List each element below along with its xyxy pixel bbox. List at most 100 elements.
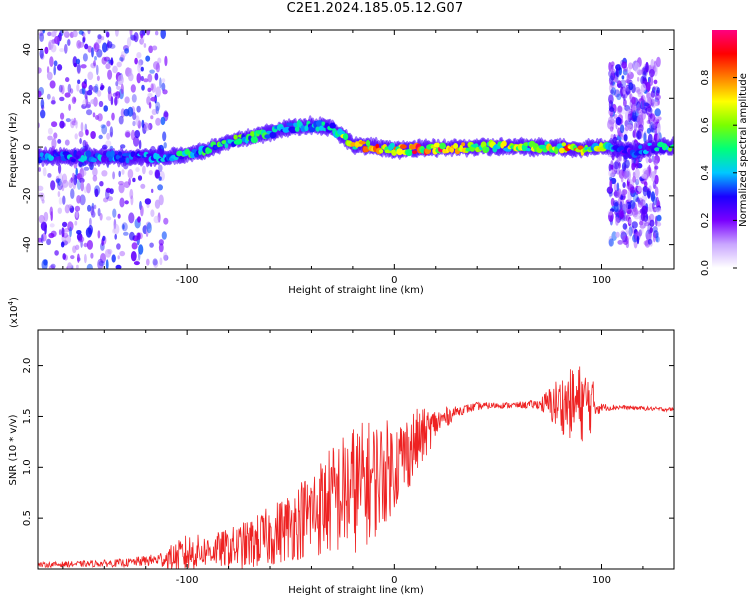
heatmap-speckle	[70, 188, 75, 199]
heatmap-speckle	[85, 129, 89, 136]
heatmap-speckle	[130, 84, 136, 93]
heatmap-speckle	[87, 30, 91, 35]
heatmap-speckle	[615, 67, 619, 78]
heatmap-speckle	[609, 191, 613, 197]
heatmap-speckle	[657, 99, 660, 106]
heatmap-speckle	[147, 93, 153, 98]
heatmap-ridge-core	[110, 150, 115, 158]
x-tick-label: -100	[176, 575, 199, 586]
heatmap-speckle	[643, 181, 648, 187]
heatmap-speckle	[609, 107, 615, 112]
heatmap-speckle	[149, 242, 154, 248]
heatmap-speckle	[124, 96, 130, 104]
heatmap-speckle	[610, 164, 614, 170]
heatmap-speckle	[95, 44, 101, 51]
heatmap-speckle	[63, 30, 69, 36]
heatmap-speckle	[92, 85, 99, 93]
heatmap-ridge-core	[638, 144, 643, 150]
heatmap-speckle	[636, 114, 644, 126]
heatmap-speckle	[62, 221, 68, 228]
heatmap-speckle	[84, 78, 87, 85]
heatmap-speckle	[75, 58, 81, 65]
heatmap-speckle	[129, 188, 134, 200]
spectrogram-heatmap	[38, 30, 674, 269]
heatmap-speckle	[86, 240, 93, 250]
heatmap-speckle	[141, 84, 145, 91]
heatmap-speckle	[652, 86, 656, 91]
spectrogram-y-ticks: -40 -20 0 20 40	[22, 43, 674, 253]
heatmap-speckle	[84, 90, 88, 100]
heatmap-speckle	[138, 251, 141, 261]
heatmap-speckle	[132, 120, 136, 127]
heatmap-speckle	[128, 212, 135, 224]
heatmap-speckle	[162, 89, 168, 95]
heatmap-speckle	[40, 192, 45, 202]
heatmap-speckle	[628, 82, 634, 91]
heatmap-speckle	[622, 223, 628, 230]
heatmap-speckle	[78, 30, 84, 35]
heatmap-ridge-core	[558, 147, 565, 154]
heatmap-speckle	[86, 183, 91, 194]
heatmap-ridge-core	[433, 142, 441, 148]
heatmap-speckle	[162, 131, 167, 142]
heatmap-speckle	[649, 219, 655, 227]
heatmap-speckle	[640, 223, 644, 234]
heatmap-speckle	[50, 180, 56, 191]
heatmap-speckle	[58, 229, 62, 236]
colorbar-tick-label: 0.2	[700, 212, 711, 228]
heatmap-speckle	[610, 87, 617, 96]
y-tick-label: 0.5	[22, 510, 33, 526]
heatmap-speckle	[616, 106, 623, 115]
heatmap-speckle	[154, 72, 159, 81]
snr-multiplier-label: (x104)	[7, 297, 20, 328]
heatmap-speckle	[138, 139, 142, 150]
heatmap-ridge-core	[190, 151, 196, 159]
heatmap-ridge-core	[286, 122, 294, 127]
heatmap-ridge-core	[316, 120, 323, 127]
heatmap-speckle	[96, 90, 102, 97]
heatmap-speckle	[79, 236, 85, 242]
heatmap-speckle	[75, 244, 80, 250]
heatmap-speckle	[152, 258, 158, 266]
heatmap-ridge-core	[501, 140, 507, 147]
heatmap-speckle	[626, 73, 630, 82]
heatmap-ridge-core	[561, 142, 567, 147]
heatmap-speckle	[106, 120, 111, 127]
heatmap-speckle	[67, 262, 72, 269]
heatmap-speckle	[92, 167, 98, 177]
heatmap-speckle	[652, 180, 657, 190]
heatmap-speckle	[100, 253, 106, 264]
heatmap-speckle	[87, 204, 92, 212]
heatmap-speckle	[60, 84, 65, 95]
heatmap-speckle	[53, 30, 58, 34]
heatmap-speckle	[147, 87, 152, 93]
colorbar-tick-label: 0.6	[700, 117, 711, 133]
heatmap-ridge-core	[250, 136, 258, 144]
y-tick-label: 1.0	[22, 459, 33, 475]
heatmap-speckle	[620, 210, 624, 219]
heatmap-speckle	[47, 127, 53, 135]
heatmap-speckle	[63, 228, 70, 233]
heatmap-speckle	[139, 38, 145, 45]
heatmap-speckle	[88, 84, 93, 92]
heatmap-ridge-core	[118, 157, 126, 163]
heatmap-speckle	[157, 57, 162, 64]
heatmap-speckle	[81, 170, 87, 177]
heatmap-speckle	[627, 170, 631, 182]
heatmap-speckle	[129, 231, 135, 241]
heatmap-speckle	[106, 196, 113, 202]
y-tick-label: 0	[22, 144, 33, 150]
heatmap-speckle	[48, 39, 54, 50]
heatmap-speckle	[160, 30, 166, 40]
heatmap-speckle	[155, 30, 159, 36]
heatmap-speckle	[135, 167, 140, 173]
heatmap-speckle	[150, 96, 157, 102]
heatmap-speckle	[89, 217, 92, 227]
heatmap-speckle	[61, 173, 68, 184]
heatmap-speckle	[636, 177, 640, 183]
heatmap-speckle	[46, 71, 53, 81]
heatmap-ridge-core	[118, 151, 122, 156]
heatmap-ridge-core	[76, 150, 82, 156]
heatmap-speckle	[639, 224, 646, 229]
heatmap-speckle	[622, 87, 626, 96]
